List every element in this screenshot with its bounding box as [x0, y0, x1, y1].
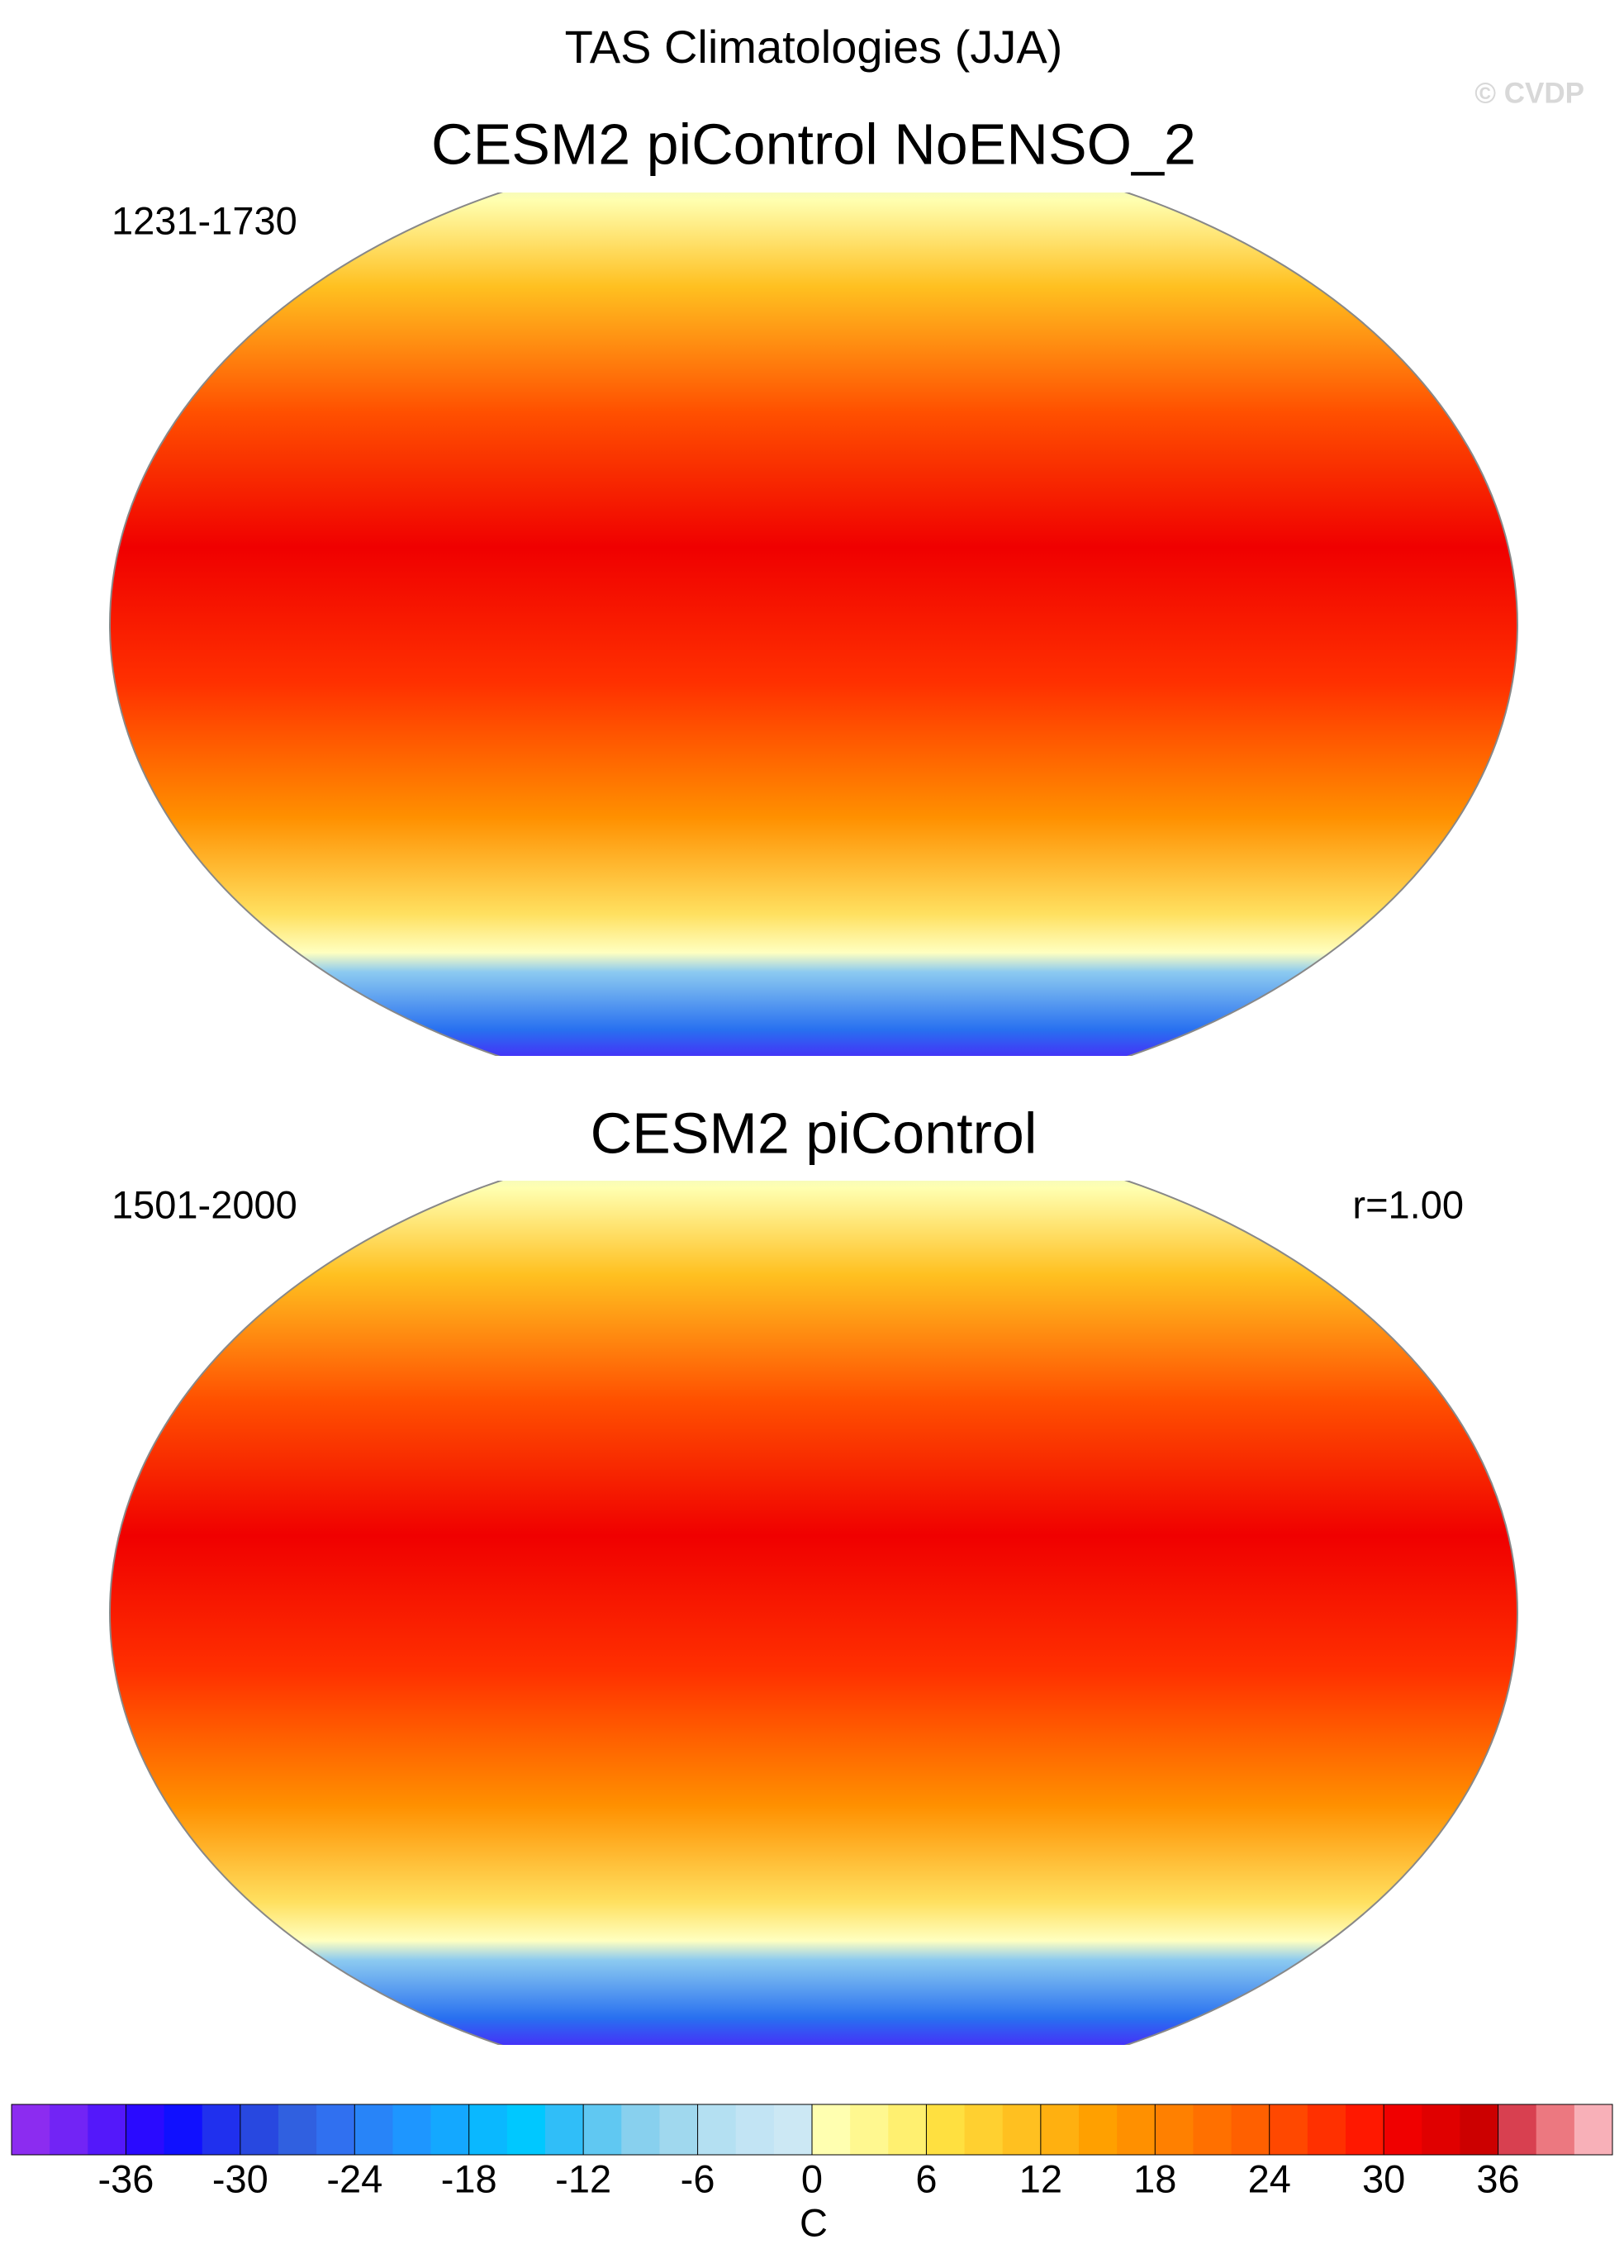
colorbar-tick-label: 30 — [1362, 2156, 1405, 2200]
colorbar-tick-label: -24 — [326, 2156, 382, 2200]
colorbar: -36 -30 -24 -18 -12 -6 0 6 12 18 24 30 36 — [11, 2104, 1613, 2200]
colorbar-box — [1574, 2104, 1613, 2155]
colorbar-box — [1498, 2104, 1537, 2155]
map — [109, 193, 1518, 1056]
colorbar-box — [735, 2104, 775, 2155]
colorbar-box — [50, 2104, 88, 2155]
colorbar-box — [659, 2104, 699, 2155]
colorbar-box — [1079, 2104, 1118, 2155]
colorbar-box — [164, 2104, 203, 2155]
colorbar-tick-label: 0 — [801, 2156, 823, 2200]
colorbar-box — [278, 2104, 317, 2155]
panel-period: 1501-2000 — [112, 1182, 297, 1226]
colorbar-box — [354, 2104, 393, 2155]
colorbar-box — [88, 2104, 126, 2155]
colorbar-box — [812, 2104, 851, 2155]
colorbar-box — [964, 2104, 1004, 2155]
colorbar-box — [12, 2104, 50, 2155]
colorbar-tick-label: 24 — [1248, 2156, 1291, 2200]
colorbar-box — [1346, 2104, 1384, 2155]
colorbar-box — [1460, 2104, 1499, 2155]
colorbar-box — [1117, 2104, 1156, 2155]
panel-period: 1231-1730 — [112, 198, 297, 242]
map-field — [109, 1181, 1518, 2045]
colorbar-box — [430, 2104, 470, 2155]
colorbar-box — [1536, 2104, 1575, 2155]
colorbar-tick-label: -12 — [555, 2156, 611, 2200]
colorbar-box — [1231, 2104, 1270, 2155]
colorbar-tick-label: -6 — [681, 2156, 715, 2200]
colorbar-box — [316, 2104, 355, 2155]
colorbar-box — [1193, 2104, 1232, 2155]
figure-title: TAS Climatologies (JJA) — [565, 21, 1063, 73]
map-field — [109, 193, 1518, 1056]
watermark: © CVDP — [1474, 77, 1584, 109]
colorbar-box — [1269, 2104, 1308, 2155]
colorbar-box — [583, 2104, 622, 2155]
colorbar-box — [240, 2104, 279, 2155]
colorbar-tick-label: -36 — [97, 2156, 154, 2200]
colorbar-box — [1002, 2104, 1042, 2155]
colorbar-box — [392, 2104, 432, 2155]
colorbar-box — [545, 2104, 584, 2155]
colorbar-tick-label: 6 — [915, 2156, 937, 2200]
colorbar-box — [468, 2104, 508, 2155]
colorbar-box — [926, 2104, 966, 2155]
colorbar-box — [850, 2104, 889, 2155]
colorbar-box — [126, 2104, 165, 2155]
map — [109, 1181, 1518, 2045]
colorbar-box — [1422, 2104, 1460, 2155]
colorbar-box — [1040, 2104, 1080, 2155]
colorbar-box — [773, 2104, 813, 2155]
colorbar-box — [697, 2104, 737, 2155]
colorbar-box — [506, 2104, 546, 2155]
colorbar-box — [1384, 2104, 1422, 2155]
colorbar-box — [621, 2104, 660, 2155]
colorbar-tick-label: 18 — [1133, 2156, 1176, 2200]
colorbar-box — [888, 2104, 927, 2155]
colorbar-box — [1307, 2104, 1346, 2155]
colorbar-box — [202, 2104, 241, 2155]
colorbar-tick-label: 12 — [1019, 2156, 1062, 2200]
colorbar-label: C — [800, 2200, 828, 2244]
colorbar-box — [1155, 2104, 1194, 2155]
panel-title: CESM2 piControl — [591, 1101, 1038, 1165]
panel-title: CESM2 piControl NoENSO_2 — [431, 112, 1196, 176]
panel-stat: r=1.00 — [1352, 1182, 1464, 1226]
colorbar-tick-label: 36 — [1476, 2156, 1519, 2200]
colorbar-tick-label: -18 — [441, 2156, 497, 2200]
colorbar-tick-label: -30 — [212, 2156, 268, 2200]
